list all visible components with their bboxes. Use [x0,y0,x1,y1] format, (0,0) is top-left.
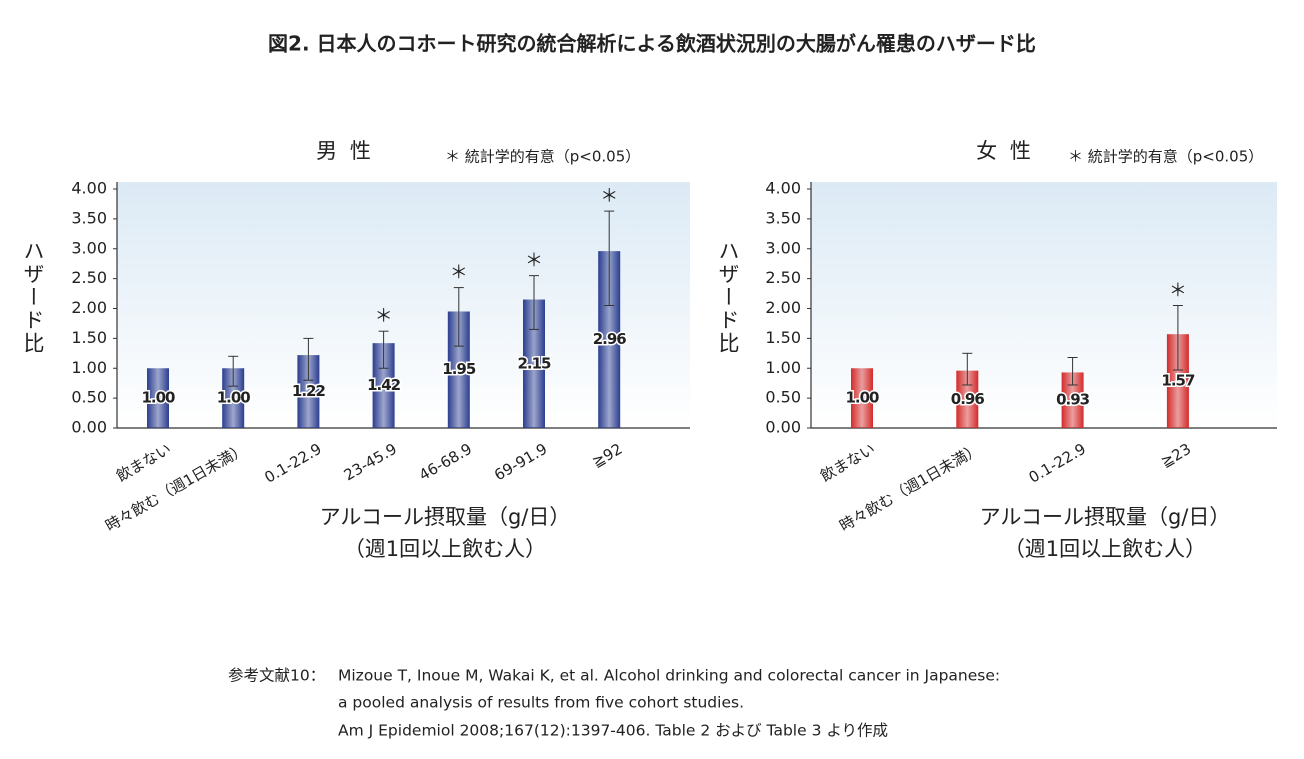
y-tick-label: 2.50 [765,268,801,287]
x-tick-label: 46-68.9 [416,440,475,485]
y-tick-label: 0.00 [71,418,107,437]
bar [851,368,873,428]
bar [222,368,245,428]
x-tick-label: ≧92 [589,440,625,471]
x-axis-label: （週1回以上飲む人） [344,537,546,561]
significance-mark: ＊ [1169,281,1187,302]
y-tick-label: 3.50 [71,208,107,227]
y-tick-label: 2.00 [765,298,801,317]
bar [1061,372,1084,428]
reference-label: 参考文献10： [228,667,325,685]
chart-note: ＊ 統計学的有意（p<0.05） [1068,148,1263,166]
bar [147,368,169,428]
bar [447,311,470,428]
x-tick-label: 飲まない [817,440,878,486]
error-bar [303,337,314,381]
chart-title: 女 性 [976,139,1034,163]
y-tick-label: 2.50 [71,268,107,287]
value-label: 1.00 [217,389,251,407]
chart-title: 男 性 [316,139,374,163]
x-axis-label: （週1回以上飲む人） [1004,537,1206,561]
x-tick-label: 時々飲む（週1日未満） [102,440,249,535]
y-tick-label: 1.50 [765,328,801,347]
reference-line: Am J Epidemiol 2008;167(12):1397-406. Ta… [338,722,888,740]
x-tick-label: 飲まない [113,440,174,486]
bar [1166,334,1189,428]
value-label: 0.93 [1056,391,1090,409]
y-tick-label: 0.50 [71,388,107,407]
y-tick-label: 1.50 [71,328,107,347]
y-tick-label: 4.00 [765,179,801,198]
value-label: 1.95 [442,360,476,378]
y-axis-label: ハザード比 [21,240,45,355]
x-tick-label: 0.1-22.9 [1026,440,1089,487]
bar [956,370,979,428]
significance-mark: ＊ [375,306,393,327]
error-bar [529,275,539,330]
error-bar [228,355,239,387]
y-tick-label: 3.00 [765,238,801,257]
bar [523,299,545,428]
page-title: 図2. 日本人のコホート研究の統合解析による飲酒状況別の大腸がん罹患のハザード比 [268,32,1036,56]
error-bar [962,352,973,386]
error-bar [604,210,615,307]
error-bar [453,287,464,347]
plot-background [811,182,1277,428]
bar [297,355,320,428]
x-tick-label: 23-45.9 [341,440,400,485]
value-label: 1.00 [845,389,879,407]
value-label: 1.22 [292,382,326,400]
error-bar [1172,305,1183,371]
reference-line: Mizoue T, Inoue M, Wakai K, et al. Alcoh… [338,667,1000,685]
y-tick-label: 4.00 [71,179,107,198]
bar [372,343,395,428]
value-label: 0.96 [951,390,985,408]
y-tick-label: 1.00 [71,358,107,377]
y-tick-label: 2.00 [71,298,107,317]
x-tick-label: 69-91.9 [491,440,550,485]
value-label: 1.42 [367,376,401,394]
x-axis-label: アルコール摂取量（g/日） [320,505,571,529]
y-tick-label: 0.00 [765,418,801,437]
value-label: 1.57 [1161,372,1195,390]
error-bar [378,330,389,369]
y-tick-label: 0.50 [765,388,801,407]
significance-mark: ＊ [600,186,618,207]
value-label: 2.15 [517,354,551,372]
x-tick-label: 0.1-22.9 [261,440,324,487]
x-axis-label: アルコール摂取量（g/日） [980,505,1231,529]
error-bar [1067,356,1078,386]
significance-mark: ＊ [525,251,543,272]
y-tick-label: 1.00 [765,358,801,377]
reference-line: a pooled analysis of results from five c… [338,694,744,712]
value-label: 2.96 [593,330,627,348]
significance-mark: ＊ [450,263,468,284]
bar [598,251,621,428]
x-tick-label: ≧23 [1158,440,1194,471]
chart-note: ＊ 統計学的有意（p<0.05） [445,148,640,166]
y-tick-label: 3.00 [71,238,107,257]
y-axis-label: ハザード比 [716,240,740,355]
value-label: 1.00 [141,389,175,407]
y-tick-label: 3.50 [765,208,801,227]
plot-background [117,182,690,428]
